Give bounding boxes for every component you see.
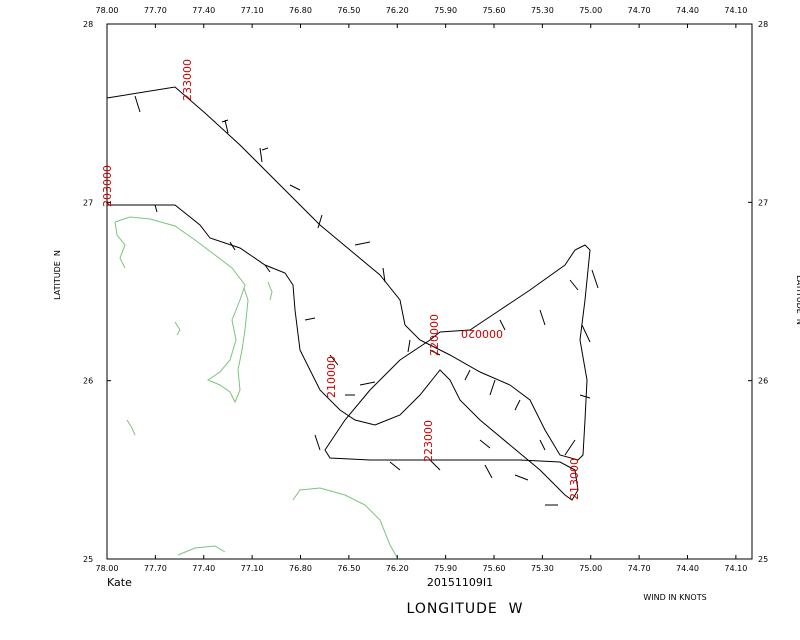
y-tick-label: 28 — [83, 20, 93, 29]
x-tick-label: 77.40 — [192, 564, 215, 573]
x-tick-label: 75.30 — [531, 564, 554, 573]
x-tick-label: 77.70 — [144, 564, 167, 573]
x-tick-label: 78.00 — [96, 564, 119, 573]
y-tick-label-right: 28 — [758, 20, 768, 29]
wind-barbs — [134, 95, 599, 506]
y-tick-label: 27 — [83, 198, 93, 207]
x-tick-label: 75.00 — [579, 564, 602, 573]
x-tick-label-top: 75.60 — [483, 6, 506, 15]
x-tick-label: 76.50 — [337, 564, 360, 573]
x-tick-label: 75.90 — [434, 564, 457, 573]
x-tick-label-top: 78.00 — [96, 6, 119, 15]
x-tick-label: 74.70 — [628, 564, 651, 573]
plot-frame — [106, 23, 753, 560]
time-label: 203000 — [101, 165, 114, 207]
legend-note: WIND IN KNOTS — [643, 593, 706, 602]
y-axis-label: LATITUDE N — [53, 250, 62, 300]
x-tick-label: 76.80 — [289, 564, 312, 573]
x-tick-label-top: 77.10 — [241, 6, 264, 15]
y-tick-label-right: 25 — [758, 555, 768, 564]
storm-name: Kate — [107, 576, 132, 589]
x-tick-label: 74.40 — [676, 564, 699, 573]
coastlines — [114, 216, 399, 560]
y-tick-label-right: 27 — [758, 198, 768, 207]
x-tick-label-top: 77.40 — [192, 6, 215, 15]
x-tick-label-top: 74.40 — [676, 6, 699, 15]
x-tick-label-top: 76.50 — [337, 6, 360, 15]
x-axis-label: LONGITUDE W — [407, 601, 524, 617]
y-axis-label-right: LATITUDE N — [795, 275, 800, 325]
x-tick-label: 75.60 — [483, 564, 506, 573]
time-label: 213000 — [568, 458, 581, 500]
x-tick-label-top: 75.00 — [579, 6, 602, 15]
time-labels: 233000 203000 210000 220000 000020 22300… — [101, 59, 581, 500]
x-tick-label: 74.10 — [724, 564, 747, 573]
x-tick-label: 76.20 — [386, 564, 409, 573]
x-tick-label-top: 74.10 — [724, 6, 747, 15]
y-tick-label-right: 26 — [758, 377, 768, 386]
flight-id: 20151109I1 — [427, 576, 493, 589]
y-tick-label: 26 — [83, 377, 93, 386]
x-tick-label-top: 75.90 — [434, 6, 457, 15]
x-tick-label: 77.10 — [241, 564, 264, 573]
time-label: 223000 — [422, 420, 435, 462]
time-label: 233000 — [181, 59, 194, 101]
time-label: 220000 — [428, 314, 441, 356]
x-tick-label-top: 77.70 — [144, 6, 167, 15]
x-tick-label-top: 74.70 — [628, 6, 651, 15]
y-tick-label: 25 — [83, 555, 93, 564]
time-label: 210000 — [325, 356, 338, 398]
x-tick-label-top: 75.30 — [531, 6, 554, 15]
time-label: 000020 — [461, 327, 503, 340]
x-tick-label-top: 76.80 — [289, 6, 312, 15]
flight-track — [106, 86, 591, 501]
x-tick-label-top: 76.20 — [386, 6, 409, 15]
